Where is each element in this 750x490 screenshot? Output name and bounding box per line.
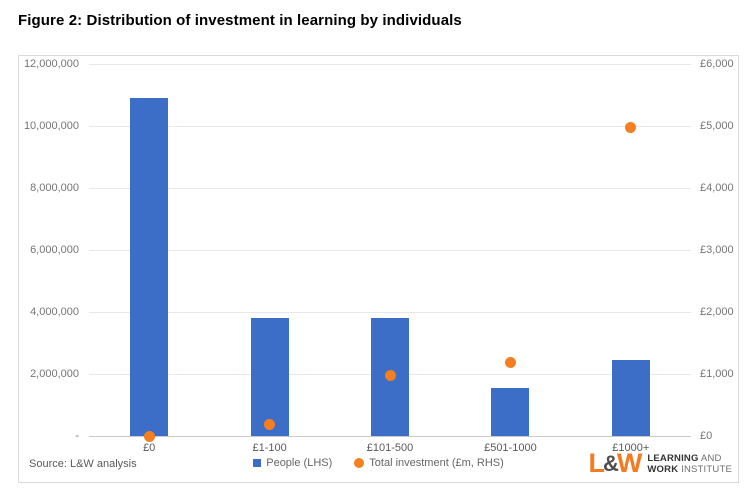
right-axis-tick: £2,000: [700, 306, 734, 318]
investment-dot-£101-500: [384, 370, 396, 382]
gridline: [89, 250, 691, 251]
left-axis-tick: 4,000,000: [30, 306, 79, 318]
x-axis-line: [89, 436, 691, 437]
bar-£0: [130, 98, 169, 436]
gridline: [89, 188, 691, 189]
chart-container: 12,000,000 £6,000 10,000,000 £5,000 8,000,00…: [18, 55, 739, 483]
right-axis-tick: £5,000: [700, 120, 734, 132]
legend: People (LHS) Total investment (£m, RHS): [19, 457, 738, 469]
lw-logo-line1: LEARNING AND: [647, 452, 722, 464]
lw-logo: L&W LEARNING AND WORK INSTITUTE: [589, 450, 733, 478]
figure-title: Figure 2: Distribution of investment in …: [18, 12, 462, 29]
bar-£501-1000: [491, 387, 530, 436]
legend-investment-label: Total investment (£m, RHS): [369, 457, 504, 469]
investment-dot-£1-100: [264, 418, 276, 430]
x-axis-label: £101-500: [366, 442, 414, 454]
lw-logo-text: LEARNING AND WORK INSTITUTE: [647, 453, 732, 476]
right-axis-tick: £1,000: [700, 368, 734, 380]
right-axis-tick: £3,000: [700, 244, 734, 256]
left-axis-tick: 2,000,000: [30, 368, 79, 380]
source-note: Source: L&W analysis: [29, 458, 137, 470]
bar-£1000+: [611, 360, 650, 436]
left-axis-tick: 10,000,000: [23, 120, 79, 132]
left-axis-tick: 6,000,000: [30, 244, 79, 256]
legend-dot-swatch-icon: [354, 458, 365, 468]
left-axis-tick: -: [75, 430, 79, 442]
bar-£1-100: [250, 318, 289, 436]
legend-item-people: People (LHS): [253, 457, 332, 469]
gridline: [89, 64, 691, 65]
gridline: [89, 312, 691, 313]
x-axis-label: £1-100: [252, 442, 287, 454]
legend-people-label: People (LHS): [266, 457, 333, 469]
gridline: [89, 126, 691, 127]
right-axis-tick: £0: [700, 430, 713, 442]
lw-logo-line2: WORK INSTITUTE: [647, 464, 732, 475]
left-axis-tick: 8,000,000: [30, 182, 79, 194]
legend-bar-swatch-icon: [253, 459, 262, 467]
x-axis-label: £501-1000: [484, 442, 537, 454]
plot-area: 12,000,000 £6,000 10,000,000 £5,000 8,000,00…: [19, 56, 738, 482]
lw-logo-mark-icon: L&W: [588, 448, 643, 478]
investment-dot-£0: [143, 430, 155, 442]
x-axis-label: £1000+: [612, 442, 650, 454]
left-axis-tick: 12,000,000: [23, 58, 79, 70]
legend-item-investment: Total investment (£m, RHS): [354, 457, 504, 469]
investment-dot-£501-1000: [504, 357, 516, 369]
right-axis-tick: £6,000: [700, 58, 734, 70]
investment-dot-£1000+: [625, 121, 637, 133]
right-axis-tick: £4,000: [700, 182, 734, 194]
x-axis-label: £0: [143, 442, 156, 454]
